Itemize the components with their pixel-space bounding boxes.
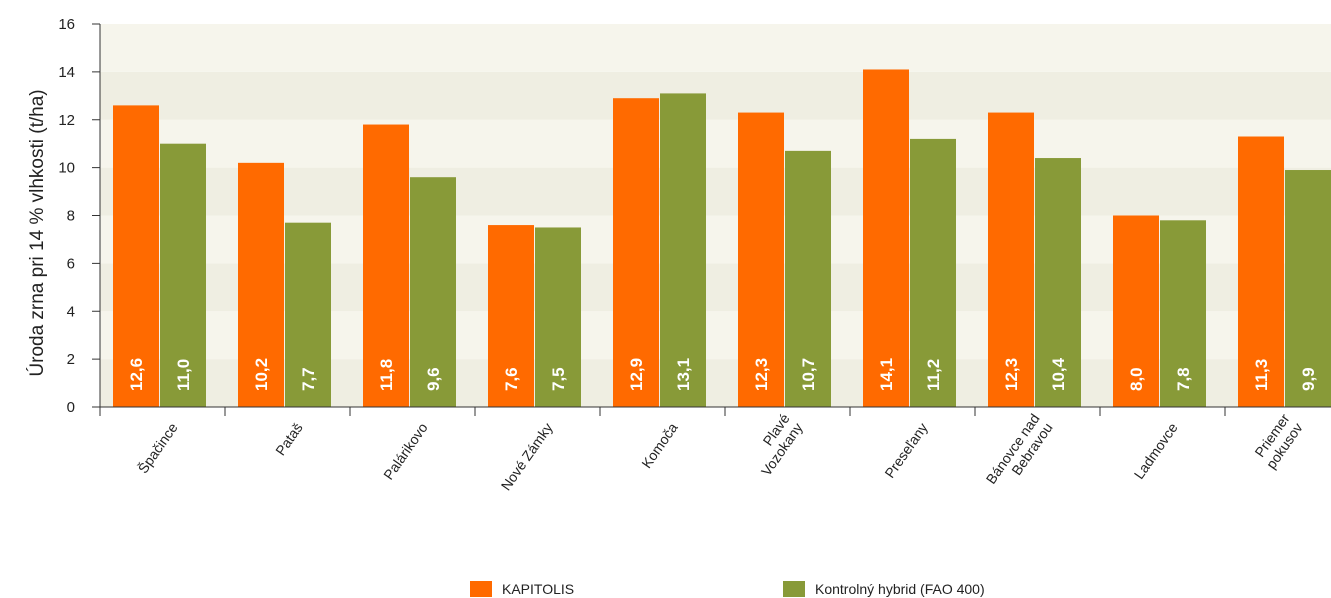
axes <box>92 23 1331 416</box>
bar-kapitolis <box>1238 136 1284 407</box>
data-label: 11,2 <box>924 359 943 391</box>
x-category-label-line: Komoča <box>638 420 681 471</box>
y-tick-label: 0 <box>67 399 75 416</box>
y-tick-label: 2 <box>67 351 75 368</box>
x-category-label-line: Palárikovo <box>380 420 431 483</box>
grid-band <box>100 167 1331 216</box>
y-tick-label: 14 <box>58 64 75 81</box>
bar-kapitolis <box>988 112 1034 407</box>
data-label: 12,6 <box>127 358 146 391</box>
bar-control <box>535 227 581 407</box>
bar-control <box>910 138 956 407</box>
x-category-label-line: Nové Zámky <box>498 420 556 494</box>
x-category-label: Špačince <box>135 420 181 477</box>
y-axis-label: Úroda zrna pri 14 % vlhkosti (t/ha) <box>26 89 48 376</box>
bar-kapitolis <box>113 105 159 407</box>
legend-label-control: Kontrolný hybrid (FAO 400) <box>815 581 985 597</box>
y-tick-label: 8 <box>67 208 75 225</box>
data-label: 10,2 <box>252 358 271 391</box>
data-label: 7,7 <box>299 367 318 391</box>
bar-control <box>410 177 456 407</box>
legend-label-kapitolis: KAPITOLIS <box>502 581 575 597</box>
x-category-label: Nové Zámky <box>498 420 556 494</box>
data-label: 12,9 <box>627 358 646 391</box>
y-tick-label: 16 <box>58 16 75 33</box>
data-label: 14,1 <box>877 358 896 391</box>
x-category-label: Preseľany <box>881 420 930 481</box>
bar-kapitolis <box>363 124 409 407</box>
bar-kapitolis <box>488 225 534 407</box>
grid-band <box>100 119 1331 168</box>
data-label: 11,8 <box>377 359 396 391</box>
bar-kapitolis <box>613 98 659 408</box>
bar-control <box>285 222 331 407</box>
data-label: 8,0 <box>1127 367 1146 391</box>
data-label: 13,1 <box>674 358 693 391</box>
bar-control <box>660 93 706 407</box>
x-category-label: Pataš <box>272 420 306 459</box>
data-label: 10,7 <box>799 358 818 391</box>
bar-control <box>160 143 206 407</box>
bars <box>113 69 1331 408</box>
y-tick-label: 10 <box>58 160 75 177</box>
legend-item-control: Kontrolný hybrid (FAO 400) <box>783 580 985 598</box>
x-category-label-line: Špačince <box>135 420 181 477</box>
y-tick-label: 6 <box>67 255 75 272</box>
bar-kapitolis <box>738 112 784 407</box>
x-category-label: Komoča <box>638 420 681 471</box>
data-label: 12,3 <box>1002 358 1021 391</box>
y-tick-label: 12 <box>58 112 75 129</box>
legend-swatch-kapitolis <box>470 581 492 597</box>
y-tick-labels: 0 2 4 6 8 10 12 14 16 <box>58 16 75 416</box>
data-label: 12,3 <box>752 358 771 391</box>
x-category-labels: Špačince Pataš Palárikovo Nové Zámky Komoča P… <box>135 410 1306 494</box>
bar-control <box>1285 170 1331 407</box>
bar-kapitolis <box>238 162 284 407</box>
data-label: 7,6 <box>502 367 521 391</box>
data-label: 10,4 <box>1049 357 1068 391</box>
data-label: 11,3 <box>1252 359 1271 391</box>
bar-control <box>1160 220 1206 407</box>
x-category-label-line: Pataš <box>272 420 306 459</box>
data-label: 9,9 <box>1299 367 1318 391</box>
data-labels: 12,6 11,0 10,2 7,7 11,8 9,6 7,6 7,5 12,9 13,1 12,3… <box>127 357 1318 391</box>
x-category-label: Ladmovce <box>1131 420 1181 482</box>
data-label: 7,5 <box>549 367 568 391</box>
x-category-label-line: Ladmovce <box>1131 420 1181 482</box>
data-label: 7,8 <box>1174 367 1193 391</box>
bar-control <box>785 150 831 407</box>
x-category-label-line: Preseľany <box>881 420 930 481</box>
data-label: 11,0 <box>174 359 193 391</box>
x-category-label: Palárikovo <box>380 420 431 483</box>
bar-kapitolis <box>1113 215 1159 407</box>
data-label: 9,6 <box>424 367 443 391</box>
bar-control <box>1035 158 1081 407</box>
legend-item-kapitolis: KAPITOLIS <box>470 580 574 598</box>
y-tick-label: 4 <box>67 303 75 320</box>
bar-kapitolis <box>863 69 909 407</box>
grid-band <box>100 71 1331 120</box>
legend-swatch-control <box>783 581 805 597</box>
grid-band <box>100 24 1331 72</box>
